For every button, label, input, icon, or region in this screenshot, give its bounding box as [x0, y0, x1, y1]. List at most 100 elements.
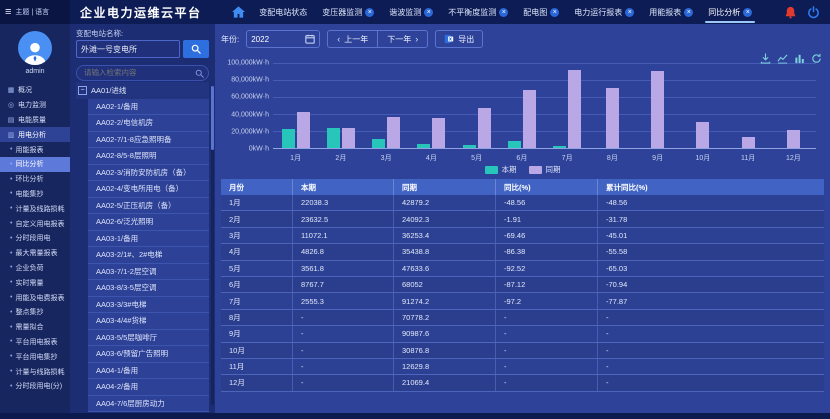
tree-leaf-node[interactable]: AA03-4/4#货梯 — [88, 313, 209, 330]
alarm-bell-icon[interactable] — [784, 6, 797, 19]
bar-同期 — [296, 111, 310, 148]
sidebar-item-section[interactable]: ▥ 用电分析 — [0, 127, 70, 143]
year-picker[interactable] — [246, 30, 321, 48]
sidebar-item-entry[interactable]: 实时需量 — [0, 275, 70, 290]
prev-year-button[interactable]: ‹ 上一年 — [328, 31, 377, 47]
tree-leaf-node[interactable]: AA03-3/3#电梯 — [88, 296, 209, 313]
tree-leaf-node[interactable]: AA02-7/1-8应急照明备 — [88, 131, 209, 148]
sidebar-item-entry[interactable]: 环比分析 — [0, 172, 70, 187]
nav-tab[interactable]: 不平衡度监测 × — [447, 0, 509, 24]
tree-leaf-node[interactable]: AA02-4/变电所用电（备） — [88, 181, 209, 198]
sidebar-item-entry[interactable]: 同比分析 — [0, 156, 70, 172]
tree-parent-node[interactable]: − AA01/进线 — [76, 82, 209, 99]
table-cell: 68052 — [394, 276, 496, 293]
table-cell: - — [496, 326, 598, 342]
sidebar-item-entry[interactable]: 最大需量报表 — [0, 246, 70, 261]
year-input[interactable] — [251, 34, 302, 44]
download-icon[interactable] — [760, 53, 771, 64]
sidebar-item-entry[interactable]: 计量及线路损耗 — [0, 201, 70, 216]
tree-leaf-node[interactable]: AA04-2/备用 — [88, 379, 209, 396]
tree-leaf-node[interactable]: AA03-2/1#、2#电梯 — [88, 247, 209, 264]
legend-item[interactable]: 同期 — [528, 164, 561, 175]
nav-tab[interactable]: 谐波监测 × — [388, 0, 434, 24]
sidebar-item-label: 最大需量报表 — [15, 250, 58, 258]
tree-leaf-node[interactable]: AA02-1/备用 — [88, 98, 209, 115]
power-logout-icon[interactable] — [807, 5, 820, 19]
refresh-icon[interactable] — [811, 53, 822, 64]
tree-leaf-node[interactable]: AA02-2/电信机房 — [88, 115, 209, 132]
sidebar-item-label: 环比分析 — [15, 176, 44, 184]
tree-leaf-node[interactable]: AA03-5/5层咖啡厅 — [88, 329, 209, 346]
station-name-input[interactable] — [76, 40, 180, 58]
tree-leaf-node[interactable]: AA03-1/备用 — [88, 230, 209, 247]
table-cell: - — [606, 312, 609, 322]
sidebar-item-entry[interactable]: 用能报表 — [0, 142, 70, 157]
next-year-button[interactable]: 下一年 › — [377, 31, 427, 47]
bar-chart-icon[interactable] — [794, 53, 805, 64]
close-icon[interactable]: × — [499, 7, 509, 17]
line-chart-icon[interactable] — [777, 53, 788, 64]
table-cell: -69.46 — [496, 227, 598, 244]
tree-leaf-node[interactable]: AA02-3/消防安防机房（备） — [88, 164, 209, 181]
tree-scrollbar[interactable] — [211, 86, 214, 405]
table-cell: -45.01 — [606, 230, 628, 240]
tree-leaf-node[interactable]: AA02-6/泛光照明 — [88, 214, 209, 231]
sidebar-item-entry[interactable]: 整点集抄 — [0, 305, 70, 320]
tree-leaf-node[interactable]: AA03-7/1-2层空调 — [88, 263, 209, 280]
nav-tab[interactable]: 用能报表 × — [648, 0, 694, 24]
station-search-button[interactable] — [183, 40, 209, 58]
y-axis-tick-label: 80,000kW·h — [231, 76, 269, 84]
tree-leaf-node[interactable]: AA04-7/6层厨房动力 — [88, 395, 209, 412]
table-header-cell: 同比(%) — [496, 179, 598, 195]
export-button[interactable]: 导出 — [435, 30, 484, 48]
home-icon[interactable] — [232, 6, 246, 18]
theme-language-switch[interactable]: 主题 | 语言 — [15, 9, 50, 16]
tree-leaf-node[interactable]: AA03-8/3-5层空调 — [88, 280, 209, 297]
sidebar-item-label: 需量拟合 — [15, 324, 44, 332]
nav-tab-label: 同比分析 — [708, 7, 741, 17]
nav-tab[interactable]: 配电图 × — [522, 0, 560, 24]
tree-leaf-node[interactable]: AA04-1/备用 — [88, 362, 209, 379]
collapse-icon[interactable]: − — [78, 85, 87, 95]
sidebar-item-entry[interactable]: 分时段用电(分) — [0, 379, 70, 394]
table-cell: -1.91 — [496, 211, 598, 227]
sidebar-item-entry[interactable]: 平台用电报表 — [0, 335, 70, 350]
nav-tab[interactable]: 变压器监测 × — [321, 0, 375, 24]
table-cell: 47633.6 — [394, 260, 496, 276]
legend-item[interactable]: 本期 — [484, 164, 517, 175]
close-icon[interactable]: × — [550, 7, 560, 17]
sidebar-item-entry[interactable]: 用能及电费报表 — [0, 290, 70, 305]
sidebar-item-label: 概况 — [18, 87, 32, 95]
sidebar-item-entry[interactable]: 计量与线路损耗 — [0, 364, 70, 379]
close-icon[interactable]: × — [625, 7, 635, 17]
hamburger-menu-icon[interactable]: ≡ — [5, 5, 12, 18]
nav-tab-label: 变配电站状态 — [259, 7, 308, 17]
close-icon[interactable]: × — [424, 7, 434, 17]
close-icon[interactable]: × — [743, 7, 753, 17]
sidebar-item-entry[interactable]: 自定义用电报表 — [0, 216, 70, 231]
user-profile[interactable]: admin — [0, 24, 70, 75]
sidebar-item-entry[interactable]: 平台用电集抄 — [0, 349, 70, 364]
close-icon[interactable]: × — [365, 7, 375, 17]
chevron-left-icon: ‹ — [337, 34, 341, 44]
chart-legend: 本期 同期 — [221, 164, 824, 175]
sidebar-item-section[interactable]: ▦ 概况 — [0, 83, 70, 98]
table-header-cell: 本期 — [293, 179, 394, 195]
bar-本期 — [507, 140, 521, 148]
sidebar-item-entry[interactable]: 电能集抄 — [0, 187, 70, 202]
nav-tab[interactable]: 同比分析 × — [705, 0, 756, 24]
tree-leaf-node[interactable]: AA03-6/预留广告照明 — [88, 346, 209, 363]
tree-filter-input[interactable] — [76, 64, 209, 81]
close-icon[interactable]: × — [684, 7, 694, 17]
sidebar-item-entry[interactable]: 分时段用电 — [0, 231, 70, 246]
nav-tab[interactable]: 变配电站状态 — [258, 0, 308, 24]
nav-tab[interactable]: 电力运行报表 × — [573, 0, 635, 24]
sidebar-item-entry[interactable]: 企业负荷 — [0, 261, 70, 276]
tree-leaf-node[interactable]: AA02-8/5-8层照明 — [88, 148, 209, 165]
sidebar-item-entry[interactable]: 需量拟合 — [0, 320, 70, 335]
sidebar-item-section[interactable]: ▤ 电能质量 — [0, 113, 70, 128]
tree-leaf-node[interactable]: AA02-5/正压机房（备） — [88, 197, 209, 214]
sidebar-item-section[interactable]: ◎ 电力监测 — [0, 98, 70, 113]
table-cell: 2555.3 — [293, 293, 394, 309]
table-cell: -55.58 — [606, 247, 628, 257]
